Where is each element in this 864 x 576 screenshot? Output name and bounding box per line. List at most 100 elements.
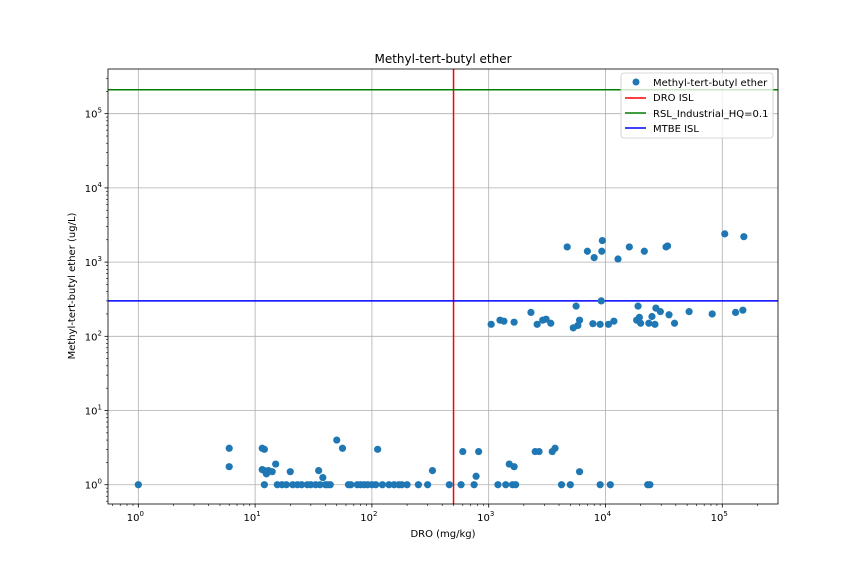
scatter-point	[651, 320, 659, 328]
scatter-point	[510, 318, 518, 326]
scatter-point	[606, 481, 614, 489]
legend-marker-mtbe-points	[632, 78, 640, 86]
scatter-point	[656, 308, 664, 316]
scatter-point	[378, 481, 387, 489]
legend-box	[620, 72, 774, 139]
scatter-point	[315, 467, 323, 475]
scatter-point	[347, 481, 355, 489]
x-tick-label: 100	[127, 510, 144, 524]
scatter-point	[445, 481, 453, 489]
scatter-point	[598, 247, 606, 255]
scatter-point	[282, 481, 290, 489]
scatter-point	[475, 447, 483, 456]
scatter-point	[500, 317, 508, 325]
scatter-point	[670, 319, 679, 327]
scatter-point	[385, 481, 393, 489]
x-axis: 100 101 102 103 104 105	[112, 504, 758, 524]
scatter-point	[134, 481, 142, 489]
scatter-point	[472, 472, 480, 480]
scatter-point	[459, 447, 467, 456]
scatter-point	[610, 317, 618, 325]
scatter-point	[634, 302, 642, 310]
scatter-point	[527, 308, 535, 316]
scatter-point	[338, 444, 347, 452]
y-tick-label: 100	[85, 478, 102, 492]
scatter-point	[502, 481, 510, 489]
scatter-point	[551, 444, 559, 452]
scatter-point	[260, 445, 268, 453]
grid	[108, 69, 778, 504]
scatter-point	[708, 310, 716, 318]
scatter-point	[260, 481, 268, 489]
scatter-point	[533, 320, 541, 328]
scatter-point	[731, 308, 740, 316]
scatter-point	[637, 319, 645, 327]
y-tick-label: 104	[85, 181, 103, 195]
y-axis: 100 101 102 103 104 105	[85, 77, 108, 502]
scatter-point	[663, 242, 672, 250]
y-tick-label: 101	[85, 404, 102, 418]
scatter-point	[557, 481, 566, 489]
scatter-point	[326, 481, 334, 489]
scatter-point	[665, 311, 673, 319]
scatter-point	[535, 447, 543, 456]
scatter-point	[635, 313, 643, 321]
scatter-point	[319, 473, 327, 482]
scatter-point	[739, 306, 747, 314]
scatter-point	[272, 460, 280, 468]
scatter-point	[614, 255, 622, 263]
scatter-points	[134, 230, 748, 489]
scatter-point	[494, 481, 502, 489]
scatter-point	[590, 253, 598, 262]
scatter-point	[428, 467, 437, 475]
scatter-point	[414, 481, 422, 489]
scatter-point	[685, 308, 693, 316]
scatter-point	[740, 233, 748, 241]
x-tick-label: 105	[711, 510, 728, 524]
scatter-point	[333, 436, 341, 444]
scatter-point	[575, 468, 584, 476]
scatter-point	[372, 481, 380, 489]
scatter-point	[583, 247, 591, 255]
scatter-point	[374, 445, 382, 453]
scatter-point	[268, 468, 276, 476]
scatter-point	[604, 320, 613, 328]
y-tick-label: 105	[85, 107, 102, 121]
scatter-point	[470, 481, 478, 489]
scatter-point	[566, 481, 574, 489]
scatter-point	[424, 481, 432, 489]
scatter-point	[625, 243, 633, 251]
legend-label-mtbe-isl: MTBE ISL	[653, 124, 699, 135]
y-tick-label: 103	[85, 255, 102, 269]
scatter-point	[640, 247, 648, 255]
legend: Methyl-tert-butyl ether DRO ISL RSL_Indu…	[620, 72, 774, 139]
scatter-point	[648, 312, 656, 321]
scatter-point	[510, 463, 518, 471]
scatter-point	[575, 316, 584, 324]
scatter-point	[646, 481, 654, 489]
y-tick-label: 102	[85, 329, 102, 343]
scatter-point	[589, 320, 597, 328]
chart-title: Methyl-tert-butyl ether	[374, 52, 511, 66]
scatter-point	[512, 481, 520, 489]
scatter-point	[572, 302, 580, 310]
scatter-point	[403, 481, 411, 489]
scatter-point	[225, 444, 233, 452]
x-tick-label: 101	[244, 510, 261, 524]
scatter-point	[596, 481, 604, 489]
scatter-point	[297, 481, 306, 489]
scatter-point	[563, 243, 571, 251]
scatter-point	[457, 481, 465, 489]
x-tick-label: 103	[477, 510, 494, 524]
scatter-point	[597, 297, 605, 305]
scatter-point	[596, 320, 604, 328]
x-tick-label: 102	[360, 510, 377, 524]
x-axis-label: DRO (mg/kg)	[410, 529, 475, 540]
scatter-point	[316, 481, 324, 489]
scatter-point	[547, 319, 555, 327]
legend-label-mtbe-points: Methyl-tert-butyl ether	[653, 78, 768, 89]
scatter-point	[645, 319, 653, 327]
scatter-point	[598, 236, 606, 245]
x-tick-label: 104	[594, 510, 612, 524]
